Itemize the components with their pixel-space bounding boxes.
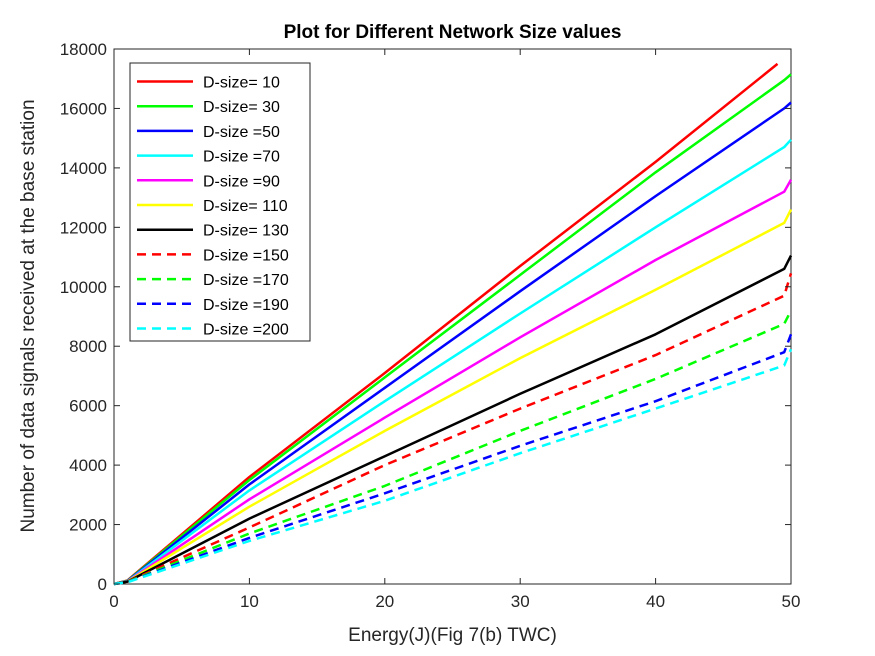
legend-label-3: D-size =50 [203,124,280,141]
y-tick-label: 16000 [60,99,107,118]
y-tick-label: 0 [98,575,107,594]
series-line-7 [113,255,793,586]
x-tick-label: 20 [375,592,394,611]
y-axis-label: Number of data signals received at the b… [18,99,39,532]
legend-label-8: D-size =150 [203,247,289,264]
y-tick-label: 4000 [69,456,107,475]
ticks-layer: 0 10 20 30 40 50 0 2000 4000 6000 8000 10000 12000 14… [60,40,801,611]
y-tick-label: 18000 [60,40,107,59]
series-layer [113,62,793,586]
y-tick-label: 14000 [60,159,107,178]
legend: D-size= 10 D-size= 30 D-size =50 D-size =70… [129,62,311,342]
legend-label-7: D-size= 130 [203,223,289,240]
legend-label-11: D-size =200 [203,322,289,339]
x-tick-label: 10 [240,592,259,611]
x-tick-label: 30 [511,592,530,611]
x-tick-label: 0 [109,592,118,611]
legend-label-10: D-size =190 [203,297,289,314]
legend-label-4: D-size =70 [203,149,280,166]
legend-label-9: D-size =170 [203,272,289,289]
x-tick-label: 40 [646,592,665,611]
y-tick-label: 2000 [69,516,107,535]
legend-label-6: D-size= 110 [203,198,288,215]
series-line-11 [113,348,793,586]
y-tick-label: 6000 [69,397,107,416]
x-tick-label: 50 [782,592,801,611]
series-line-6 [113,208,793,586]
legend-box [129,62,311,342]
legend-label-5: D-size =90 [203,173,280,190]
legend-label-2: D-size= 30 [203,99,280,116]
y-tick-label: 12000 [60,218,107,237]
x-axis-label: Energy(J)(Fig 7(b) TWC) [348,625,557,646]
y-tick-label: 10000 [60,278,107,297]
series-line-4 [113,138,792,586]
y-tick-label: 8000 [69,337,107,356]
legend-label-1: D-size= 10 [203,75,280,92]
chart-title: Plot for Different Network Size values [284,22,622,43]
